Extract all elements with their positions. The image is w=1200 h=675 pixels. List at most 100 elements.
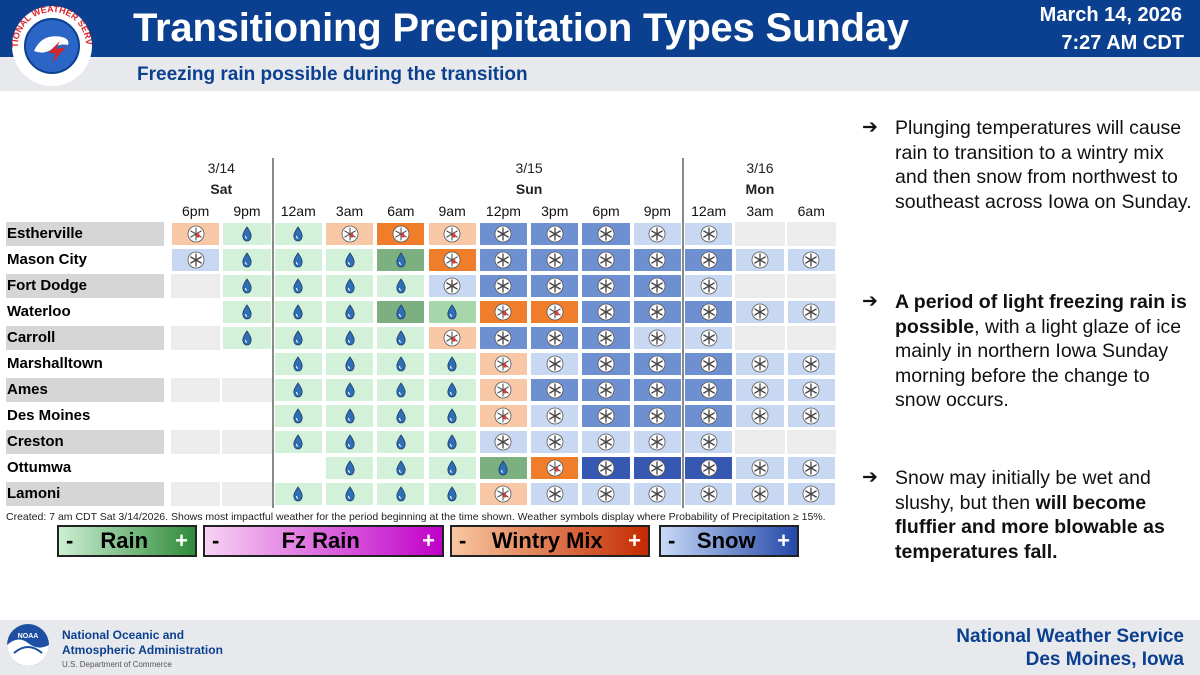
snowflake-icon [751,407,769,425]
raindrop-icon [344,434,355,450]
forecast-cell [171,300,221,324]
snowflake-icon [751,459,769,477]
legend-plus: + [628,528,641,553]
snowflake-icon [597,303,615,321]
time-header: 9pm [233,203,261,219]
arrow-icon: ➔ [862,467,878,488]
footer-bar [0,620,1200,675]
legend-item: - Snow + [659,525,799,557]
snowflake-icon [495,277,512,295]
time-header: 12pm [485,203,521,219]
wintry-mix-icon [546,303,564,321]
snowflake-icon [597,225,615,243]
subtitle-bar [0,57,1200,91]
forecast-cell [376,482,426,506]
snowflake-icon [495,433,512,451]
forecast-cell [222,456,272,480]
legend-plus: + [422,528,435,553]
bullet-post: , with a light glaze of ice mainly in no… [895,315,1182,412]
legend-item: - Rain + [57,525,197,557]
raindrop-icon [293,356,303,372]
snowflake-icon [802,251,820,269]
raindrop-icon [396,330,406,346]
forecast-cell [171,482,221,506]
time-header: 6pm [592,203,620,219]
bullet-text: Snow may initially be wet and slushy, bu… [895,466,1195,564]
wintry-mix-icon [495,381,512,399]
noaa-name-line1: National Oceanic and [62,628,185,642]
forecast-cell [273,456,323,480]
issue-time: 7:27 AM CDT [1061,32,1184,54]
time-header: 6am [387,203,415,219]
raindrop-icon [242,278,252,294]
forecast-cell [222,378,272,402]
raindrop-icon [344,278,355,294]
location-label: Marshalltown [6,352,164,376]
snowflake-icon [546,225,564,243]
forecast-cell [222,482,272,506]
forecast-cell [786,222,836,246]
snowflake-icon [546,355,564,373]
time-header: 6am [797,203,825,219]
noaa-logo: NOAA [7,624,49,666]
snowflake-icon [751,251,769,269]
snowflake-icon [597,251,615,269]
raindrop-icon [344,356,355,372]
snowflake-icon [597,355,615,373]
raindrop-icon [447,460,457,476]
noaa-name-line2: Atmospheric Administration [62,643,223,657]
raindrop-icon [293,408,303,424]
legend-minus: - [212,528,220,553]
legend-label: Rain [100,528,149,553]
forecast-cell [171,274,221,298]
raindrop-icon [396,278,406,294]
snowflake-icon [546,329,564,347]
wintry-mix-icon [443,329,461,347]
raindrop-icon [498,460,508,476]
time-header: 3pm [541,203,569,219]
raindrop-icon [396,434,406,450]
office-name: National Weather Service [956,626,1184,647]
raindrop-icon [344,408,355,424]
issue-date: March 14, 2026 [1039,4,1182,26]
snowflake-icon [751,355,769,373]
day-separator [682,158,684,508]
forecast-cell [222,352,272,376]
snowflake-icon [546,381,564,399]
snowflake-icon [597,329,615,347]
time-header: 9am [438,203,466,219]
snowflake-icon [187,251,205,269]
snowflake-icon [700,407,718,425]
bullet-text: Plunging temperatures will cause rain to… [895,116,1195,214]
time-header: 12am [691,203,727,219]
forecast-cell [171,378,221,402]
location-label: Fort Dodge [6,274,164,298]
snowflake-icon [443,277,461,295]
wintry-mix-icon [495,303,512,321]
forecast-cell [735,430,785,454]
legend-minus: - [459,528,467,553]
snowflake-icon [751,485,769,503]
raindrop-icon [396,382,406,398]
raindrop-icon [293,382,303,398]
snowflake-icon [700,303,718,321]
raindrop-icon [344,382,355,398]
snowflake-icon [751,303,769,321]
raindrop-icon [396,408,406,424]
snowflake-icon [597,277,615,295]
snowflake-icon [648,485,666,503]
raindrop-icon [396,252,406,268]
snowflake-icon [700,329,718,347]
legend-plus: + [175,528,188,553]
snowflake-icon [700,485,718,503]
raindrop-icon [396,460,406,476]
legend-label: Fz Rain [281,528,360,553]
snowflake-icon [546,407,564,425]
raindrop-icon [293,278,303,294]
snowflake-icon [597,433,615,451]
bullet-pre: Plunging temperatures will cause rain to… [895,117,1192,213]
snowflake-icon [648,303,666,321]
forecast-cell [273,404,323,428]
snowflake-icon [648,407,666,425]
noaa-logo-text: NOAA [18,633,39,640]
